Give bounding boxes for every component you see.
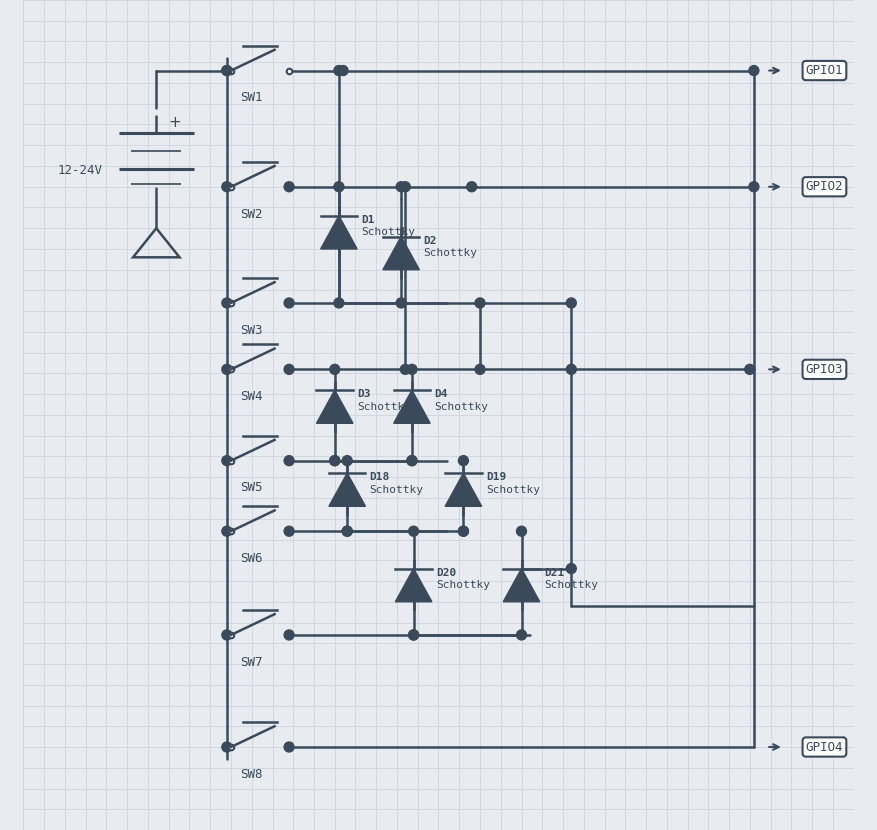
Circle shape xyxy=(222,630,232,640)
Circle shape xyxy=(400,182,410,192)
Circle shape xyxy=(330,456,339,466)
Circle shape xyxy=(745,364,755,374)
Circle shape xyxy=(342,526,353,536)
Text: GPIO2: GPIO2 xyxy=(806,180,843,193)
Circle shape xyxy=(342,456,353,466)
Polygon shape xyxy=(503,569,539,602)
Circle shape xyxy=(567,364,576,374)
Circle shape xyxy=(330,456,339,466)
Polygon shape xyxy=(383,237,419,270)
Circle shape xyxy=(749,66,759,76)
Circle shape xyxy=(330,364,339,374)
Polygon shape xyxy=(329,473,366,506)
Circle shape xyxy=(284,456,294,466)
Text: SW7: SW7 xyxy=(240,656,262,669)
Circle shape xyxy=(567,564,576,574)
Circle shape xyxy=(222,66,232,76)
Circle shape xyxy=(222,364,232,374)
Text: Schottky: Schottky xyxy=(369,485,424,495)
Text: D3: D3 xyxy=(357,389,371,399)
Circle shape xyxy=(409,526,418,536)
Circle shape xyxy=(475,364,485,374)
Circle shape xyxy=(342,526,353,536)
Circle shape xyxy=(407,364,417,374)
Text: D20: D20 xyxy=(436,568,456,578)
Text: SW5: SW5 xyxy=(240,481,262,495)
Circle shape xyxy=(400,364,410,374)
Circle shape xyxy=(222,526,232,536)
Circle shape xyxy=(334,66,344,76)
Text: 12-24V: 12-24V xyxy=(57,164,103,177)
Text: D21: D21 xyxy=(544,568,564,578)
Circle shape xyxy=(459,526,468,536)
Text: Schottky: Schottky xyxy=(434,402,488,412)
Circle shape xyxy=(567,298,576,308)
Circle shape xyxy=(222,66,232,76)
Circle shape xyxy=(459,456,468,466)
Circle shape xyxy=(222,456,232,466)
Text: Schottky: Schottky xyxy=(424,248,478,258)
Text: D2: D2 xyxy=(424,236,437,246)
Text: Schottky: Schottky xyxy=(544,580,598,590)
Text: Schottky: Schottky xyxy=(361,227,416,237)
Circle shape xyxy=(334,298,344,308)
Circle shape xyxy=(284,182,294,192)
Circle shape xyxy=(222,182,232,192)
Circle shape xyxy=(396,298,406,308)
Polygon shape xyxy=(396,569,431,602)
Circle shape xyxy=(475,298,485,308)
Polygon shape xyxy=(394,390,431,423)
Text: SW6: SW6 xyxy=(240,552,262,565)
Circle shape xyxy=(459,526,468,536)
Circle shape xyxy=(284,630,294,640)
Text: SW4: SW4 xyxy=(240,390,262,403)
Text: SW2: SW2 xyxy=(240,208,262,221)
Circle shape xyxy=(749,182,759,192)
Circle shape xyxy=(407,456,417,466)
Circle shape xyxy=(284,298,294,308)
Text: SW1: SW1 xyxy=(240,91,262,105)
Text: D19: D19 xyxy=(486,472,506,482)
Text: D1: D1 xyxy=(361,215,374,225)
Text: +: + xyxy=(168,115,182,130)
Polygon shape xyxy=(446,473,481,506)
Circle shape xyxy=(409,630,418,640)
Text: SW8: SW8 xyxy=(240,768,262,781)
Circle shape xyxy=(284,526,294,536)
Text: Schottky: Schottky xyxy=(436,580,490,590)
Text: GPIO4: GPIO4 xyxy=(806,740,843,754)
Circle shape xyxy=(222,742,232,752)
Circle shape xyxy=(517,526,526,536)
Text: SW3: SW3 xyxy=(240,324,262,337)
Circle shape xyxy=(396,182,406,192)
Circle shape xyxy=(284,742,294,752)
Circle shape xyxy=(467,182,477,192)
Text: D18: D18 xyxy=(369,472,390,482)
Circle shape xyxy=(338,66,348,76)
Text: GPIO3: GPIO3 xyxy=(806,363,843,376)
Circle shape xyxy=(517,630,526,640)
Polygon shape xyxy=(317,390,353,423)
Circle shape xyxy=(222,298,232,308)
Circle shape xyxy=(409,630,418,640)
Circle shape xyxy=(334,182,344,192)
Circle shape xyxy=(284,364,294,374)
Text: Schottky: Schottky xyxy=(357,402,411,412)
Text: GPIO1: GPIO1 xyxy=(806,64,843,77)
Text: Schottky: Schottky xyxy=(486,485,540,495)
Circle shape xyxy=(407,456,417,466)
Text: D4: D4 xyxy=(434,389,448,399)
Polygon shape xyxy=(321,216,357,249)
